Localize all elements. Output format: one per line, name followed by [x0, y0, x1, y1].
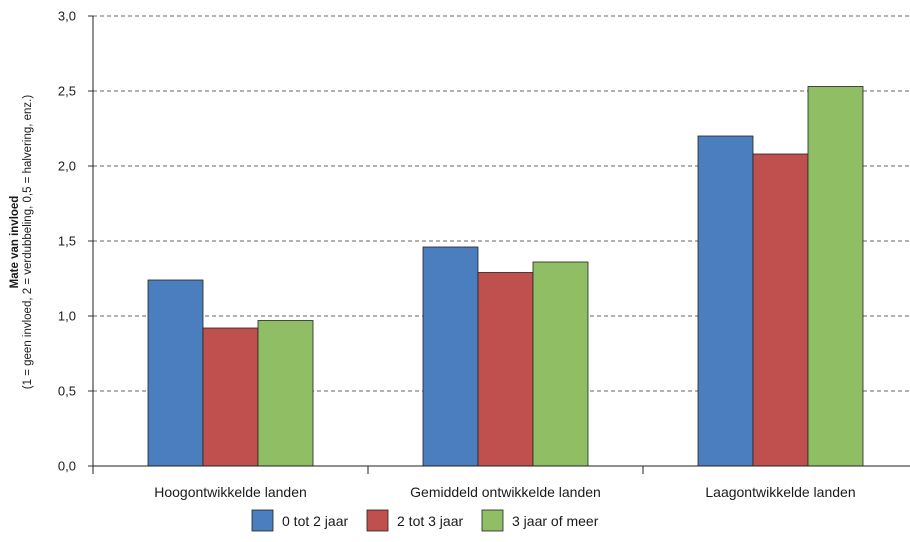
bar [807, 86, 864, 467]
bar [477, 272, 534, 467]
y-tick-label: 2,0 [58, 159, 76, 174]
bar [147, 279, 204, 467]
legend-swatch [251, 509, 274, 532]
legend-swatch [481, 509, 504, 532]
y-tick-label: 2,5 [58, 84, 76, 99]
legend: 0 tot 2 jaar 2 tot 3 jaar 3 jaar of meer [251, 509, 599, 532]
y-tick-label: 1,0 [58, 309, 76, 324]
y-axis-label: Mate van invloed (1 = geen invloed, 2 = … [9, 95, 34, 390]
x-category-label: Gemiddeld ontwikkelde landen [410, 484, 601, 500]
y-tick-label: 0,0 [58, 459, 76, 474]
bar [752, 153, 809, 467]
y-tick-label: 0,5 [58, 384, 76, 399]
bars [147, 86, 864, 467]
legend-label: 2 tot 3 jaar [397, 513, 463, 529]
axes [92, 16, 910, 474]
x-category-label: Hoogontwikkelde landen [154, 484, 307, 500]
legend-label: 0 tot 2 jaar [282, 513, 348, 529]
x-axis-categories: Hoogontwikkelde landen Gemiddeld ontwikke… [154, 484, 855, 500]
y-tick-label: 1,5 [58, 234, 76, 249]
legend-label: 3 jaar of meer [512, 513, 599, 529]
x-category-label: Laagontwikkelde landen [705, 484, 855, 500]
y-axis-title: Mate van invloed [9, 196, 21, 289]
y-axis-subtitle: (1 = geen invloed, 2 = verdubbeling, 0,5… [22, 95, 34, 390]
bar [532, 261, 589, 467]
y-tick-label: 3,0 [58, 9, 76, 24]
bar [202, 327, 259, 467]
legend-swatch [366, 509, 389, 532]
bar [422, 246, 479, 467]
bar [257, 320, 314, 467]
bar [697, 135, 754, 467]
y-axis-ticks: 0,0 0,5 1,0 1,5 2,0 2,5 3,0 [58, 9, 93, 474]
